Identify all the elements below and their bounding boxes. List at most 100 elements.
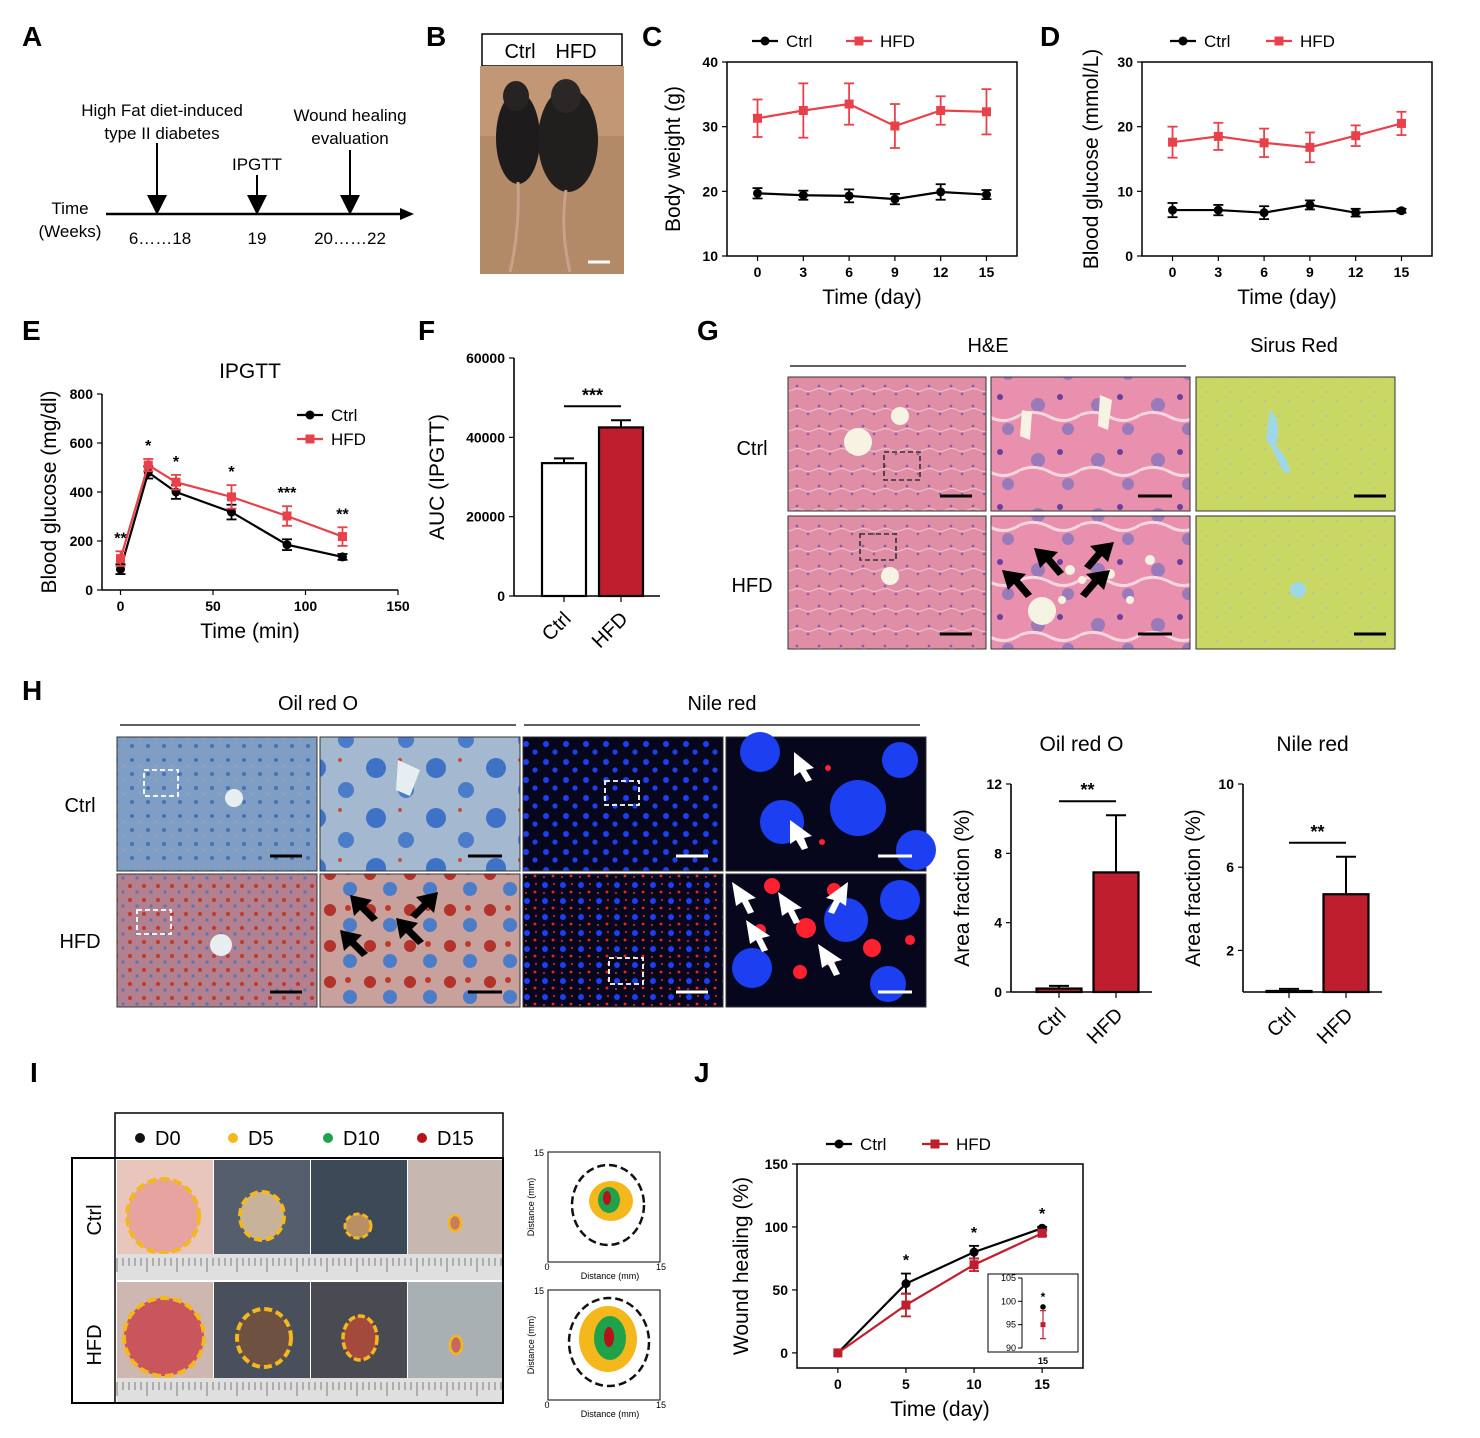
panel-i-wound-photos: D0 D5 D10 D15 Ctrl HFD (71, 1112, 504, 1404)
g-row-ctrl: Ctrl (736, 438, 767, 460)
chart-c-legend-label-1: HFD (880, 32, 915, 51)
timeline-axis-label-2: (Weeks) (39, 222, 102, 241)
legend-d10-label: D10 (343, 1128, 380, 1150)
chart-j-series-1-point-0 (833, 1348, 843, 1358)
g-black-arrows-icon (1002, 542, 1114, 598)
g-header-he: H&E (967, 335, 1008, 357)
h-oil-ctrl-image (116, 736, 318, 872)
hfd-mouse-body (538, 88, 598, 192)
chart-c-series-1-line (757, 102, 987, 128)
chart-h1-ytick-label-3: 12 (986, 776, 1002, 792)
chart-d-xtick-label-4: 12 (1348, 264, 1364, 280)
chart-d-ytick-label-0: 0 (1125, 248, 1133, 264)
hfd-map-y15: 15 (534, 1286, 544, 1296)
chart-e-xtick-label-0: 0 (117, 598, 125, 614)
chart-j-series-0-line (837, 1227, 1043, 1354)
chart-c-ytick-label-3: 40 (702, 54, 718, 70)
chart-h1-title: Oil red O (1039, 733, 1123, 756)
h-header-oil-red: Oil red O (278, 693, 358, 715)
h-row-hfd: HFD (59, 931, 100, 953)
j-inset-ctrl-point (1040, 1304, 1046, 1310)
chart-e-series-1-line (119, 463, 343, 559)
chart-d-xlabel: Time (day) (1237, 286, 1337, 309)
panel-label-b: B (426, 21, 446, 52)
i-ctrl-d10-photo (311, 1160, 407, 1254)
i-ctrl-d15-photo (408, 1160, 502, 1254)
chart-d-xtick-label-2: 6 (1260, 264, 1268, 280)
ctrl-map-y15: 15 (534, 1148, 544, 1158)
chart-c-series-1-point-5 (981, 107, 991, 117)
panel-i-wound-maps: 0 15 15 Distance (mm) Distance (mm) 0 15… (526, 1148, 666, 1419)
chart-h2-ytick-label-1: 6 (1226, 859, 1234, 875)
panel-g-liver-histology: H&E Sirus Red Ctrl HFD (731, 335, 1396, 650)
photo-label-box (481, 33, 623, 67)
g-sirius-ctrl-image (1195, 376, 1396, 512)
chart-e-ytick-label-2: 400 (70, 484, 94, 500)
hfd-map-x0: 0 (544, 1400, 549, 1410)
chart-f-bar-0 (540, 462, 588, 598)
chart-c-series-1-point-2 (844, 99, 854, 109)
chart-d-series-0-point-2 (1259, 208, 1269, 218)
h-white-arrows-icon (732, 882, 848, 976)
chart-j-annotation-2: * (1039, 1206, 1046, 1223)
chart-j-xtick-label-0: 0 (834, 1376, 842, 1392)
panel-label-j: J (694, 1057, 710, 1088)
chart-e-legend-marker-1 (305, 434, 315, 444)
chart-j-series-1-point-2 (969, 1260, 979, 1270)
chart-h2-ytick-label-0: 2 (1226, 942, 1234, 958)
chart-c-xtick-label-3: 9 (891, 264, 899, 280)
hfd-map-xlabel: Distance (mm) (581, 1409, 640, 1419)
chart-c-series-1-point-0 (753, 113, 763, 123)
chart-f-sig-label: *** (582, 385, 603, 405)
chart-c-series-0-line (757, 190, 987, 201)
h-oil-ctrl-zoom-image (319, 736, 521, 872)
chart-c-series-0-point-1 (798, 190, 808, 200)
panel-label-d: D (1040, 21, 1060, 52)
chart-d-series-0-point-3 (1305, 200, 1315, 210)
chart-h2-title: Nile red (1276, 733, 1348, 756)
i-row-hfd: HFD (84, 1324, 106, 1365)
timeline-event-1-line-1: High Fat diet-induced (81, 101, 243, 120)
ctrl-mouse-body (496, 92, 540, 184)
chart-e-series-0-line (119, 470, 343, 570)
panel-h-lipid-staining: Oil red O Nile red Ctrl HFD (59, 693, 936, 1008)
chart-c-xtick-label-2: 6 (845, 264, 853, 280)
chart-j-ytick-label-3: 150 (765, 1156, 789, 1172)
chart-e-series-1-point-2 (171, 477, 181, 487)
chart-h1-bar-0 (1035, 987, 1083, 994)
h-nile-ctrl-image (522, 736, 724, 872)
chart-e-series-1-point-1 (143, 460, 153, 470)
panel-b-mouse-photo: Ctrl HFD (480, 33, 624, 274)
panel-d-blood-glucose-chart: 0 3 6 9 12 15 0 10 20 30 Time (day) Blood glucose (… (1080, 32, 1433, 309)
hfd-map-ylabel: Distance (mm) (526, 1316, 536, 1375)
chart-e-series-1-point-5 (338, 532, 347, 542)
chart-e-ytick-label-0: 0 (85, 582, 93, 598)
legend-d0-dot (135, 1133, 145, 1143)
legend-d10-dot (323, 1133, 333, 1143)
g-row-hfd: HFD (731, 575, 772, 597)
chart-c-series-0-point-0 (753, 188, 763, 198)
panel-label-g: G (697, 315, 719, 346)
chart-j-series-1-point-1 (901, 1300, 911, 1310)
chart-h1-ytick-label-2: 8 (994, 845, 1002, 861)
chart-e-xtick-label-2: 100 (294, 598, 318, 614)
chart-f-ytick-label-1: 20000 (466, 509, 505, 525)
timeline-axis-arrow-icon (400, 208, 414, 220)
chart-e-series-1-point-4 (282, 511, 292, 521)
chart-h1-bar-1 (1092, 871, 1140, 994)
chart-e-annotation-4: *** (278, 485, 297, 502)
timeline-axis-label-1: Time (51, 199, 88, 218)
chart-h2-bar-1 (1322, 893, 1370, 994)
chart-d-series-0-point-1 (1213, 205, 1223, 215)
chart-e-annotation-3: * (228, 464, 235, 481)
timeline-event-3-line-2: evaluation (311, 129, 389, 148)
chart-e-series-0-point-5 (338, 552, 347, 562)
chart-c-xtick-label-5: 15 (979, 264, 995, 280)
chart-j-ytick-label-1: 50 (772, 1282, 788, 1298)
timeline-tick-3: 20……22 (314, 229, 386, 248)
g-header-sirius: Sirus Red (1250, 335, 1338, 357)
panel-label-f: F (418, 315, 435, 346)
chart-e-ytick-label-4: 800 (70, 386, 94, 402)
chart-e-ylabel: Blood glucose (mg/dl) (38, 390, 61, 593)
